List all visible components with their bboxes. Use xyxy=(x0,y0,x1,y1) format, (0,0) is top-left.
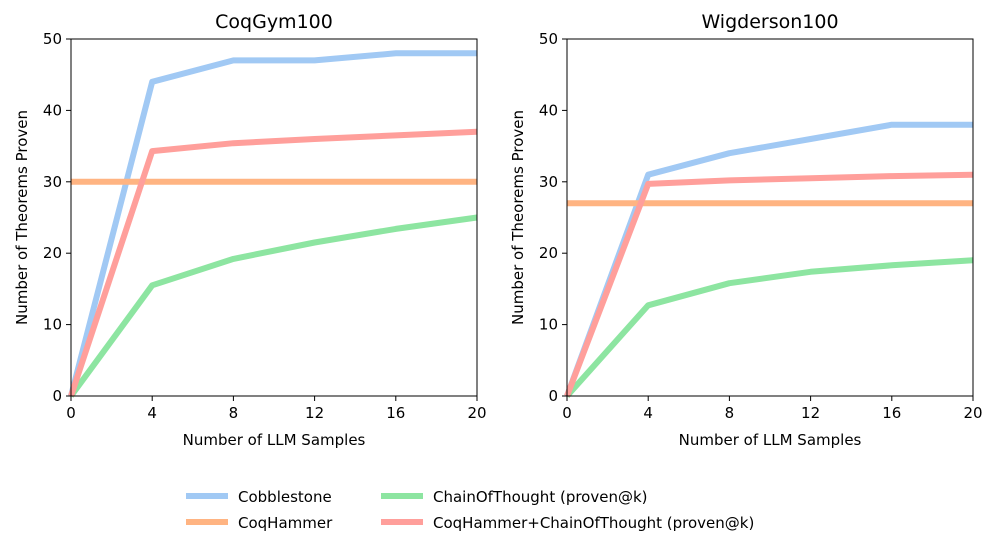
panel-1-y-tick-label: 0 xyxy=(52,387,62,405)
panel-1-title: CoqGym100 xyxy=(215,11,333,33)
panel-2-series-chainofthought-proven-k xyxy=(564,257,974,399)
panel-2-title: Wigderson100 xyxy=(701,11,838,33)
panel-2-x-tick-label: 8 xyxy=(725,404,735,422)
panel-1-y-tick-label: 30 xyxy=(43,173,62,191)
panel-2-y-tick-label: 50 xyxy=(539,30,558,48)
panel-1-y-tick-label: 10 xyxy=(43,316,62,334)
panel-2-series-coqhammer-chainofthought-proven-k xyxy=(564,171,974,398)
panel-1-series-cobblestone xyxy=(68,50,477,397)
panel-2-x-tick-label: 12 xyxy=(801,404,820,422)
panel-2-x-tick-label: 4 xyxy=(643,404,653,422)
panel-1-x-tick-label: 0 xyxy=(66,404,76,422)
legend-label-chainofthought-proven-k: ChainOfThought (proven@k) xyxy=(433,488,648,506)
panel-2-series-cobblestone xyxy=(564,121,973,398)
panel-1-y-tick-label: 40 xyxy=(43,101,62,119)
panel-2-x-tick-label: 20 xyxy=(963,404,982,422)
panel-1-x-axis-label: Number of LLM Samples xyxy=(183,431,366,449)
panel-2-y-tick-label: 30 xyxy=(539,173,558,191)
panel-1-x-tick-label: 12 xyxy=(305,404,324,422)
panel-2-y-axis-label: Number of Theorems Proven xyxy=(509,110,527,325)
panel-1-x-tick-label: 8 xyxy=(229,404,239,422)
panel-1-x-tick-label: 20 xyxy=(467,404,486,422)
panel-2-y-tick-label: 0 xyxy=(548,387,558,405)
legend-label-coqhammer: CoqHammer xyxy=(238,514,333,532)
panel-2-x-tick-label: 0 xyxy=(562,404,572,422)
legend-label-coqhammer-chainofthought-proven-k: CoqHammer+ChainOfThought (proven@k) xyxy=(433,514,754,532)
panel-2-y-tick-label: 40 xyxy=(539,101,558,119)
panel-1-x-tick-label: 4 xyxy=(147,404,157,422)
panel-1-axes-frame xyxy=(70,38,478,397)
panel-1-series-chainofthought-proven-k xyxy=(68,214,478,398)
panel-2-y-tick-label: 20 xyxy=(539,244,558,262)
panel-1-y-axis-label: Number of Theorems Proven xyxy=(13,110,31,325)
panel-1-y-tick-label: 20 xyxy=(43,244,62,262)
panel-2-x-tick-label: 16 xyxy=(882,404,901,422)
panel-1-x-tick-label: 16 xyxy=(386,404,405,422)
panel-2-axes-frame xyxy=(566,38,974,397)
panel-2-x-axis-label: Number of LLM Samples xyxy=(679,431,862,449)
panel-1-y-tick-label: 50 xyxy=(43,30,62,48)
legend-label-cobblestone: Cobblestone xyxy=(238,488,332,506)
panel-2-y-tick-label: 10 xyxy=(539,316,558,334)
panel-1-series-coqhammer-chainofthought-proven-k xyxy=(68,128,478,397)
